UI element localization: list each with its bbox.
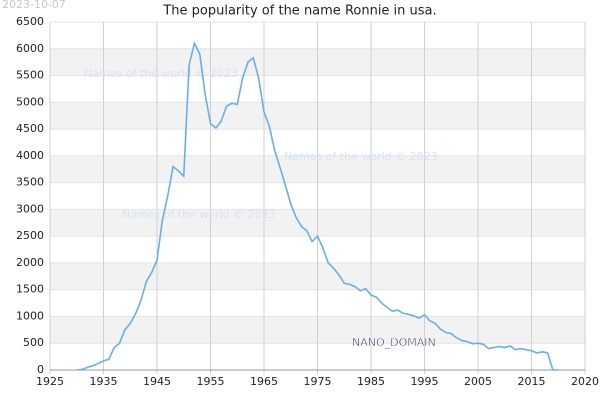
y-tick-label: 1500: [16, 283, 44, 296]
x-tick-label: 1965: [250, 375, 278, 388]
watermark: Names of the world © 2023: [284, 150, 438, 163]
y-tick-label: 4000: [16, 149, 44, 162]
x-tick-label: 2005: [464, 375, 492, 388]
y-tick-label: 5000: [16, 95, 44, 108]
x-tick-label: 1925: [36, 375, 64, 388]
y-tick-label: 6000: [16, 42, 44, 55]
watermark: Names of the world © 2023: [122, 208, 276, 221]
domain-label: NANO_DOMAIN: [352, 336, 436, 349]
x-tick-label: 1985: [357, 375, 385, 388]
y-tick-label: 3500: [16, 176, 44, 189]
data-line: [76, 41, 559, 371]
y-tick-label: 4500: [16, 122, 44, 135]
x-tick-label: 1975: [304, 375, 332, 388]
y-tick-label: 2500: [16, 229, 44, 242]
y-tick-label: 0: [37, 363, 44, 376]
chart-title: The popularity of the name Ronnie in usa…: [162, 4, 436, 19]
x-tick-label: 1995: [411, 375, 439, 388]
y-tick-label: 2000: [16, 256, 44, 269]
y-tick-label: 6500: [16, 15, 44, 28]
watermark: Names of the world © 2023: [84, 67, 238, 80]
x-tick-label: 1955: [197, 375, 225, 388]
x-tick-label: 2020: [571, 375, 599, 388]
x-tick-label: 2015: [518, 375, 546, 388]
x-tick-label: 1945: [143, 375, 171, 388]
y-tick-label: 500: [23, 336, 44, 349]
watermark-date: 2023-10-07: [2, 0, 66, 11]
y-tick-label: 3000: [16, 202, 44, 215]
y-tick-label: 5500: [16, 69, 44, 82]
y-tick-label: 1000: [16, 309, 44, 322]
x-tick-label: 1935: [90, 375, 118, 388]
